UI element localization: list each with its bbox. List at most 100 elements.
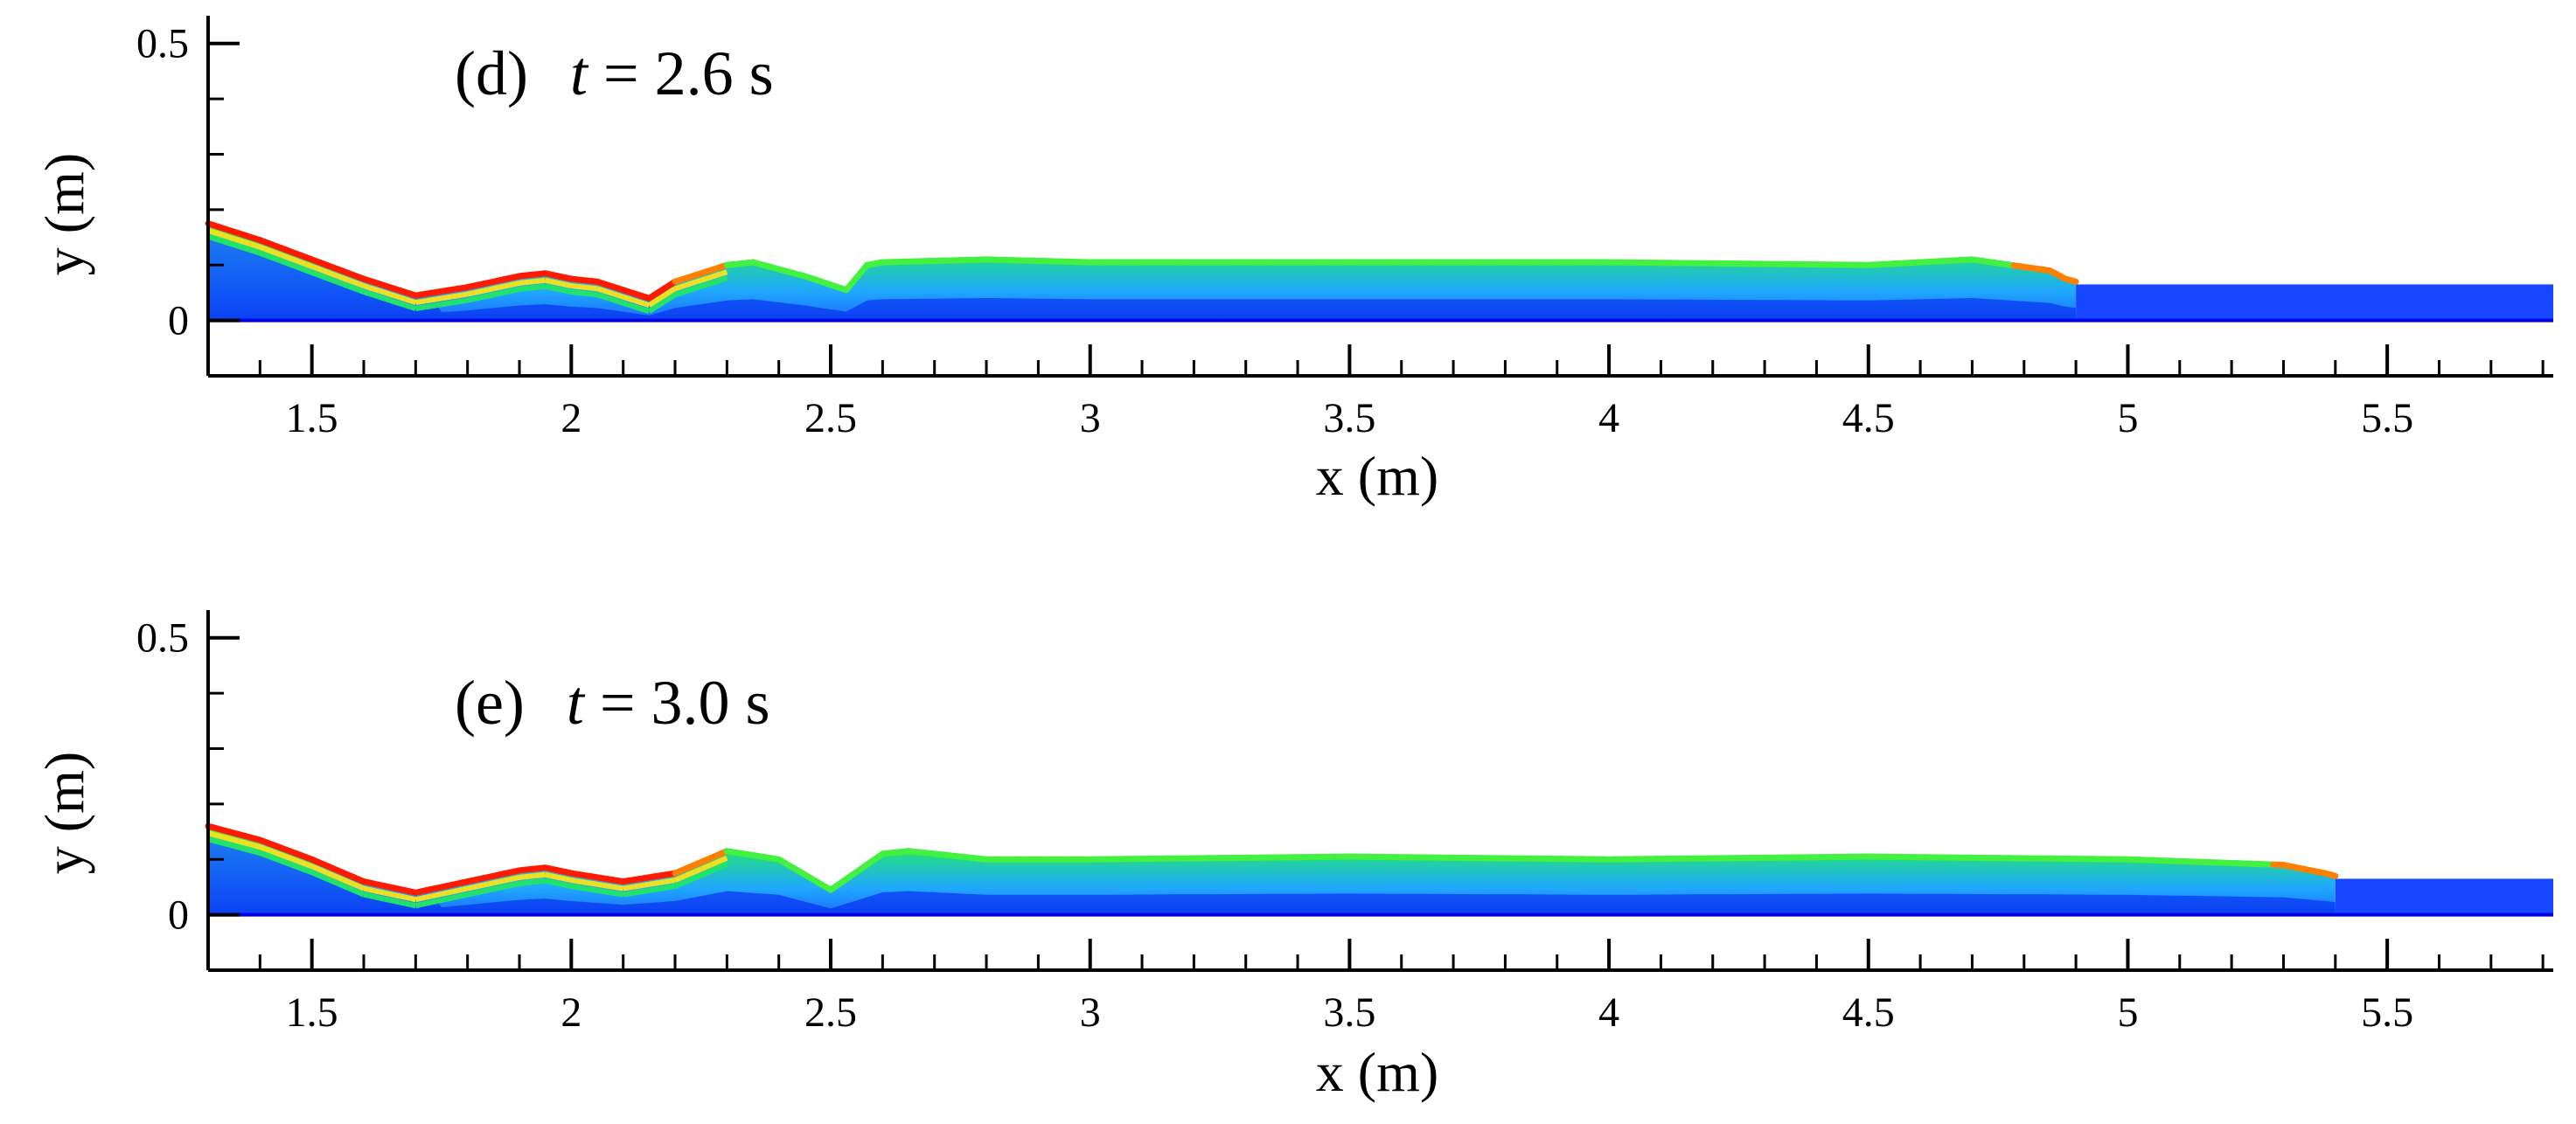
- panel-d-surface-greenlayer: [372, 293, 380, 300]
- panel-e-surface-underlayer: [658, 879, 665, 885]
- panel-e-surface-greenlayer: [384, 896, 391, 903]
- panel-d-surface-underlayer: [679, 282, 686, 290]
- panel-d-surface-greenlayer: [513, 286, 520, 294]
- panel-e-surface-greenlayer: [581, 885, 588, 892]
- panel-d-surface-greenlayer: [684, 287, 692, 295]
- panel-d-surface-greenlayer: [233, 242, 240, 249]
- panel-d-water-core: [208, 239, 2077, 321]
- panel-e-surface-underlayer: [462, 885, 469, 892]
- panel-e-surface-underlayer: [310, 864, 318, 871]
- panel-e-surface-greenlayer: [399, 899, 407, 906]
- panel-d-still-water: [2076, 284, 2553, 321]
- panel-d-surface-greenlayer: [540, 283, 547, 290]
- panel-d-surface-underlayer: [420, 298, 427, 305]
- panel-d-surface-underlayer: [331, 271, 339, 279]
- panel-d-surface-underlayer: [689, 279, 697, 287]
- panel-e-surface-underlayer: [456, 886, 463, 894]
- panel-e-surface-greenlayer: [363, 892, 370, 899]
- panel-e-surface-underlayer: [218, 833, 225, 840]
- panel-d-surface-greenlayer: [264, 253, 272, 260]
- panel-d-surface-greenlayer: [705, 281, 713, 288]
- panel-d-surface-greenlayer: [441, 301, 448, 308]
- panel-d-surface-greenlayer: [581, 290, 588, 296]
- panel-d-label: (d): [455, 38, 528, 108]
- panel-d-surface-underlayer: [694, 277, 702, 285]
- panel-e-surface-greenlayer: [379, 895, 386, 902]
- panel-d-x-tick-label: 3.5: [1323, 395, 1375, 441]
- panel-e-surface-greenlayer: [623, 891, 630, 898]
- panel-e-surface-greenlayer: [280, 858, 288, 865]
- panel-e-surface-greenlayer: [519, 880, 526, 886]
- panel-d-surface-underlayer: [316, 266, 324, 274]
- panel-e-surface-greenlayer: [492, 885, 499, 892]
- panel-d-surface-underlayer: [352, 279, 360, 287]
- panel-d-x-tick-label: 4: [1598, 395, 1619, 441]
- panel-d-surface-underlayer: [280, 252, 288, 260]
- panel-d-surface-greenlayer: [575, 289, 582, 296]
- panel-d-surface-underlayer: [363, 283, 370, 290]
- panel-e-x-tick-label: 4.5: [1842, 989, 1895, 1036]
- panel-e-surface-underlayer: [326, 871, 334, 878]
- panel-d-surface-greenlayer: [602, 294, 609, 301]
- panel-d-surface-underlayer: [467, 290, 474, 297]
- panel-d-surface-greenlayer: [534, 284, 541, 290]
- panel-e-surface-underlayer: [384, 890, 391, 897]
- panel-d-surface-underlayer: [212, 229, 219, 237]
- panel-e-surface-underlayer: [549, 873, 557, 880]
- panel-d-x-tick-label: 3: [1080, 395, 1101, 441]
- panel-d-surface-underlayer: [529, 279, 536, 285]
- panel-d-surface-greenlayer: [498, 289, 505, 296]
- panel-e-surface-greenlayer: [368, 892, 375, 900]
- panel-e-surface-underlayer: [295, 857, 303, 865]
- panel-e-surface-underlayer: [560, 875, 567, 882]
- panel-e-surface-greenlayer: [441, 896, 448, 903]
- panel-d-surface-underlayer: [254, 242, 261, 250]
- panel-e-x-tick-label: 5.5: [2361, 989, 2413, 1036]
- panel-e-x-tick-label: 1.5: [286, 989, 338, 1036]
- panel-e-surface-underlayer: [259, 844, 267, 852]
- panel-e-surface-greenlayer: [264, 852, 272, 860]
- panel-d-surface-greenlayer: [414, 305, 421, 312]
- panel-e-surface-underlayer: [399, 893, 407, 900]
- panel-d-surface-greenlayer: [622, 300, 630, 308]
- panel-e-ylabel: y (m): [33, 752, 95, 874]
- panel-e-surface-underlayer: [648, 880, 655, 887]
- panel-e-surface-underlayer: [467, 885, 474, 892]
- panel-d-axes: 1.5 2 2.5 3 3.5 4 4.5 5 5.5 0 0.5: [136, 16, 2553, 441]
- panel-e-time-var: t: [567, 668, 586, 738]
- panel-e-surface-underlayer: [300, 859, 308, 867]
- panel-e-surface-greenlayer: [498, 884, 505, 891]
- panel-d-surface-greenlayer: [560, 287, 567, 294]
- panel-d-xlabel: x (m): [1316, 445, 1438, 507]
- panel-e-surface-underlayer: [669, 878, 676, 884]
- panel-d-surface-underlayer: [627, 295, 635, 303]
- panel-e-surface-underlayer: [238, 838, 246, 846]
- panel-d-surface-greenlayer: [462, 297, 469, 304]
- panel-d-surface-greenlayer: [519, 286, 526, 292]
- panel-d-surface-underlayer: [674, 284, 681, 292]
- panel-e-surface-greenlayer: [357, 890, 366, 898]
- panel-d-surface-underlayer: [233, 236, 240, 243]
- panel-e-surface-greenlayer: [389, 897, 396, 905]
- panel-d-surface-greenlayer: [471, 295, 479, 302]
- panel-d-surface-underlayer: [581, 284, 588, 290]
- panel-e-surface-greenlayer: [679, 879, 687, 887]
- panel-e-surface-greenlayer: [710, 866, 718, 874]
- panel-d-surface-underlayer: [337, 274, 345, 281]
- panel-e-surface-greenlayer: [669, 884, 676, 890]
- panel-d-surface-underlayer: [715, 271, 723, 278]
- panel-d-surface-greenlayer: [679, 288, 686, 296]
- panel-e-surface-underlayer: [254, 843, 261, 850]
- panel-d-surface-underlayer: [284, 253, 292, 261]
- panel-e-surface-underlayer: [715, 857, 723, 865]
- panel-d-surface-greenlayer: [326, 275, 334, 283]
- panel-e-surface-underlayer: [487, 880, 494, 887]
- panel-d-surface-greenlayer: [565, 288, 572, 295]
- panel-e-surface-underlayer: [540, 871, 547, 878]
- panel-e-surface-greenlayer: [326, 877, 334, 885]
- panel-e-surface-underlayer: [628, 884, 635, 891]
- panel-e-surface-greenlayer: [612, 890, 619, 897]
- panel-e-surface-underlayer: [534, 872, 541, 878]
- panel-e-surface-underlayer: [617, 885, 624, 892]
